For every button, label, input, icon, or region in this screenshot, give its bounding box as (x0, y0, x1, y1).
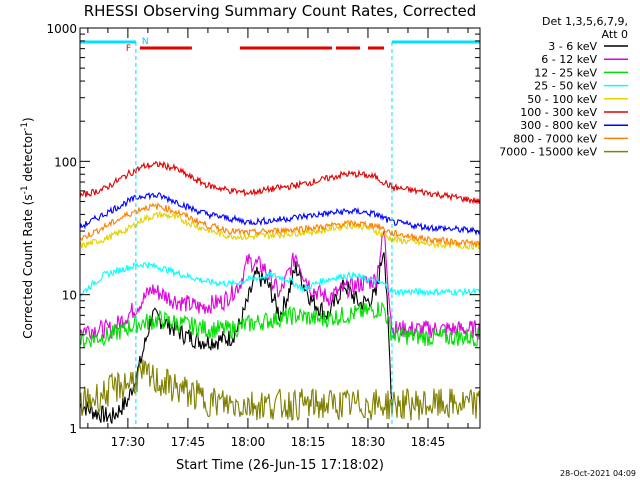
x-axis-label: Start Time (26-Jun-15 17:18:02) (176, 458, 384, 473)
y-axis-label-sup1: -1 (20, 185, 30, 194)
legend-label-6: 100 - 300 keV (520, 106, 597, 119)
y-tick-label: 100 (54, 155, 77, 169)
legend-label-1: 3 - 6 keV (548, 40, 597, 53)
marker-label-f: F (126, 44, 131, 54)
legend-detectors-text: Det 1,3,5,6,7,9, (542, 15, 628, 28)
x-tick-label: 17:30 (111, 435, 146, 449)
legend-label-4: 25 - 50 keV (534, 80, 597, 93)
legend-label-2: 6 - 12 keV (541, 53, 597, 66)
legend-header: Det 1,3,5,6,7,9, Att 0 (542, 15, 628, 41)
y-axis-label-main: Corrected Count Rate (s (21, 194, 35, 338)
plot-area: NF (79, 37, 481, 428)
axes: 1 10 100 1000 17:30 17:45 18:00 18:15 18:30 18:45 (46, 22, 481, 449)
series-line-4 (79, 261, 481, 297)
y-tick-label: 1000 (46, 22, 77, 36)
legend-label-9: 7000 - 15000 keV (499, 146, 597, 159)
x-tick-label: 17:45 (171, 435, 206, 449)
y-axis-label-end: ) (21, 117, 35, 122)
x-tick-label: 18:45 (411, 435, 446, 449)
series-line-3 (79, 301, 481, 348)
series-line-2 (79, 230, 481, 341)
series-line-6 (79, 160, 481, 206)
series-line-7 (79, 192, 481, 236)
chart-title: RHESSI Observing Summary Count Rates, Co… (84, 2, 477, 20)
legend-attenuator-text: Att 0 (602, 28, 628, 41)
y-axis-label-mid: detector (21, 131, 35, 186)
series-line-5 (79, 211, 481, 251)
legend-label-3: 12 - 25 keV (534, 66, 597, 79)
x-tick-label: 18:15 (291, 435, 326, 449)
marker-label-n: N (142, 37, 149, 47)
legend-label-7: 300 - 800 keV (520, 119, 597, 132)
series-line-8 (79, 202, 481, 248)
legend-label-8: 800 - 7000 keV (513, 132, 597, 145)
y-tick-label: 10 (62, 289, 77, 303)
legend-label-5: 50 - 100 keV (527, 93, 597, 106)
footer-date: 28-Oct-2021 04:09 (560, 469, 636, 478)
y-tick-label: 1 (69, 422, 77, 436)
plot-frame (79, 27, 481, 429)
x-tick-label: 18:30 (351, 435, 386, 449)
y-axis-label: Corrected Count Rate (s-1 detector-1) (20, 117, 35, 338)
x-tick-label: 18:00 (231, 435, 266, 449)
y-axis-label-sup2: -1 (20, 122, 30, 131)
series-line-9 (79, 359, 481, 422)
